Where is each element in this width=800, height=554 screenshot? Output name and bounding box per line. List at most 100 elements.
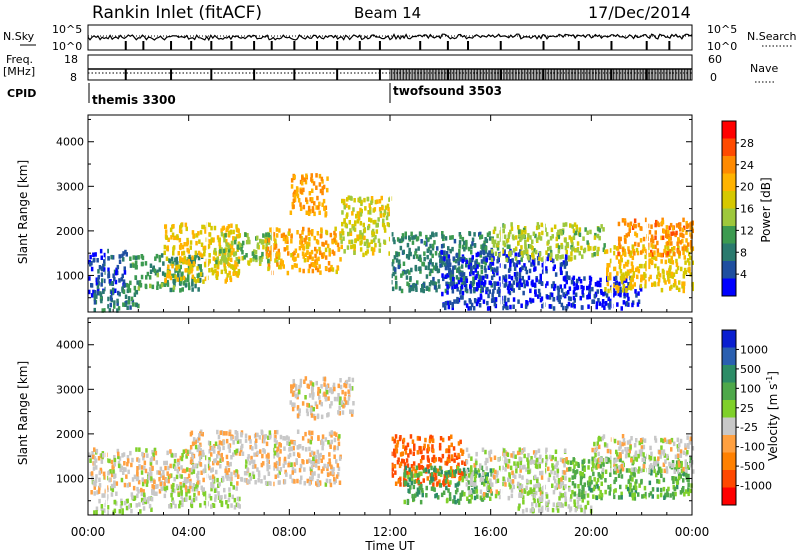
heatmap-cell	[665, 225, 669, 230]
heatmap-cell	[99, 248, 103, 254]
heatmap-cell	[100, 255, 103, 260]
heatmap-cell	[447, 281, 450, 287]
heatmap-cell	[191, 230, 195, 235]
heatmap-cell	[260, 240, 264, 245]
heatmap-cell	[463, 461, 467, 466]
heatmap-cell	[126, 461, 129, 467]
heatmap-cell	[675, 258, 678, 264]
heatmap-cell	[632, 485, 636, 490]
heatmap-cell	[591, 299, 594, 304]
heatmap-cell	[122, 257, 125, 262]
heatmap-cell	[359, 247, 363, 252]
heatmap-cell	[265, 454, 269, 459]
heatmap-cell	[458, 476, 461, 482]
heatmap-cell	[650, 259, 654, 264]
heatmap-cell	[475, 470, 478, 475]
heatmap-cell	[178, 237, 182, 243]
heatmap-cell	[362, 252, 365, 258]
heatmap-cell	[229, 277, 233, 283]
heatmap-cell	[675, 484, 679, 490]
heatmap-cell	[449, 281, 453, 287]
heatmap-cell	[125, 283, 129, 288]
heatmap-cell	[99, 467, 103, 473]
heatmap-cell	[666, 272, 670, 278]
heatmap-cell	[430, 472, 434, 477]
heatmap-cell	[589, 229, 592, 235]
heatmap-cell	[654, 222, 657, 228]
heatmap-cell	[113, 480, 116, 485]
heatmap-cell	[510, 453, 513, 458]
heatmap-cell	[207, 244, 210, 250]
heatmap-cell	[471, 237, 475, 242]
heatmap-cell	[490, 491, 493, 496]
heatmap-cell	[465, 286, 468, 292]
heatmap-cell	[276, 262, 279, 267]
heatmap-cell	[470, 465, 473, 470]
heatmap-cell	[94, 458, 98, 463]
heatmap-cell	[640, 277, 643, 283]
heatmap-cell	[276, 453, 280, 458]
heatmap-cell	[512, 304, 515, 309]
heatmap-cell	[196, 266, 199, 271]
heatmap-cell	[573, 502, 577, 507]
heatmap-cell	[636, 274, 639, 280]
heatmap-cell	[541, 486, 545, 492]
heatmap-cell	[404, 234, 407, 240]
heatmap-cell	[158, 254, 161, 260]
heatmap-cell	[298, 411, 301, 417]
heatmap-cell	[425, 242, 428, 247]
heatmap-cell	[430, 280, 433, 285]
heatmap-cell	[233, 265, 237, 270]
heatmap-cell	[583, 467, 586, 472]
heatmap-cell	[571, 459, 575, 465]
heatmap-cell	[234, 260, 237, 265]
heatmap-cell	[303, 237, 306, 243]
heatmap-cell	[274, 463, 278, 469]
heatmap-cell	[220, 232, 224, 237]
heatmap-cell	[227, 261, 230, 267]
heatmap-cell	[246, 456, 250, 462]
heatmap-cell	[166, 282, 170, 287]
heatmap-cell	[578, 276, 581, 282]
heatmap-cell	[469, 286, 472, 291]
heatmap-cell	[291, 439, 294, 445]
heatmap-cell	[144, 284, 148, 290]
heatmap-cell	[231, 265, 235, 271]
heatmap-cell	[184, 448, 188, 454]
heatmap-cell	[260, 462, 264, 468]
colorbar-tick-label: 16	[740, 203, 754, 216]
heatmap-cell	[579, 471, 582, 476]
heatmap-cell	[320, 252, 324, 258]
nsky-line	[87, 33, 693, 42]
heatmap-cell	[344, 222, 348, 228]
heatmap-cell	[317, 482, 320, 487]
heatmap-cell	[568, 487, 571, 492]
heatmap-cell	[656, 240, 659, 246]
heatmap-cell	[210, 468, 213, 473]
heatmap-cell	[438, 284, 441, 289]
heatmap-cell	[89, 262, 92, 267]
heatmap-cell	[493, 239, 497, 245]
heatmap-cell	[277, 248, 280, 254]
heatmap-cell	[480, 259, 484, 264]
heatmap-cell	[546, 295, 549, 300]
heatmap-cell	[691, 260, 694, 265]
heatmap-cell	[676, 241, 679, 246]
heatmap-cell	[643, 246, 646, 252]
heatmap-cell	[447, 454, 451, 459]
heatmap-cell	[534, 463, 538, 469]
heatmap-cell	[464, 244, 468, 250]
heatmap-cell	[333, 431, 336, 436]
heatmap-cell	[434, 475, 438, 481]
heatmap-cell	[378, 242, 382, 248]
heatmap-cell	[441, 256, 444, 261]
heatmap-cell	[407, 474, 410, 480]
heatmap-cell	[581, 498, 584, 503]
heatmap-cell	[141, 465, 144, 470]
heatmap-cell	[126, 305, 129, 310]
heatmap-cell	[449, 480, 452, 485]
heatmap-cell	[419, 269, 422, 274]
heatmap-cell	[197, 250, 201, 256]
heatmap-cell	[453, 238, 457, 244]
heatmap-cell	[606, 267, 609, 272]
